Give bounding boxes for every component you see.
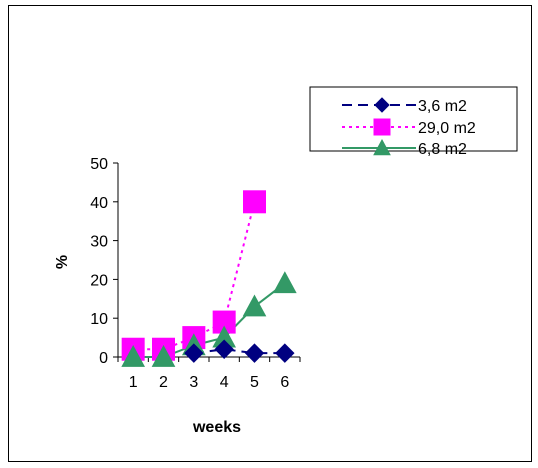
x-tick-label: 4 [220,374,229,391]
legend-label-2: 29,0 m2 [418,120,476,137]
series-2-point [243,190,266,214]
x-tick-label: 6 [280,374,289,391]
series-1-point [214,339,234,359]
legend-label-1: 3,6 m2 [418,98,467,115]
x-tick-label: 1 [129,374,138,391]
legend: 3,6 m2 29,0 m2 6,8 m2 [309,86,518,158]
x-axis-title: weeks [192,419,241,436]
x-tick-label: 2 [159,374,168,391]
x-ticks: 1 2 3 4 5 6 [117,357,301,391]
series-1-point [184,343,204,363]
y-tick-label: 30 [90,234,108,251]
series-3-point [242,294,267,317]
y-tick-label: 50 [90,156,108,173]
y-tick-label: 0 [99,350,108,367]
y-tick-label: 10 [90,311,108,328]
series-3-point [272,271,297,294]
legend-box [309,86,518,152]
x-tick-label: 5 [250,374,259,391]
series-lines [133,201,286,358]
legend-label-3: 6,8 m2 [418,141,467,158]
axes [117,163,300,358]
series-3-point [121,344,146,367]
legend-marker-3 [373,138,391,156]
series-3-point [151,344,176,367]
chart-frame [8,5,532,462]
y-tick-label: 20 [90,272,108,289]
series-line-1 [193,348,285,355]
y-tick-label: 40 [90,195,108,212]
y-axis-title: % [54,255,71,269]
legend-marker-1 [374,97,390,113]
series-1-point [275,343,295,363]
series-markers [121,190,297,367]
x-tick-label: 3 [189,374,198,391]
y-ticks: 0 10 20 30 40 50 [90,156,118,367]
series-1-point [244,343,265,363]
legend-marker-2 [373,118,391,136]
